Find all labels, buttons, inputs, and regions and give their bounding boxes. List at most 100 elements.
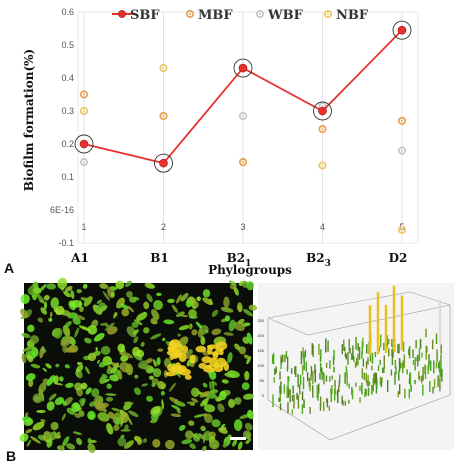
cell-cluster bbox=[150, 406, 161, 416]
legend-item-sbf: SBF bbox=[112, 8, 160, 23]
cell-cluster bbox=[150, 333, 162, 340]
cell-cluster bbox=[75, 314, 86, 320]
cell-cluster bbox=[50, 421, 59, 431]
cell-cluster bbox=[224, 315, 231, 322]
z-tick-label: 0 bbox=[262, 393, 265, 398]
legend-ring-center bbox=[327, 13, 329, 15]
yellow-cell-cluster bbox=[169, 339, 181, 348]
cell-cluster bbox=[202, 289, 211, 298]
cell-cluster bbox=[151, 309, 160, 320]
box-edge bbox=[267, 399, 331, 441]
cell-cluster bbox=[72, 431, 82, 435]
x-category-label: B23 bbox=[306, 251, 331, 269]
highlight-ring bbox=[74, 134, 94, 154]
cell-cluster bbox=[134, 374, 139, 379]
cell-cluster bbox=[106, 423, 114, 435]
y-tick-label: 0.4 bbox=[61, 73, 74, 83]
data-point-wbf bbox=[397, 146, 407, 155]
cell-cluster bbox=[38, 382, 47, 393]
cell-cluster bbox=[128, 410, 139, 418]
cell-cluster bbox=[238, 318, 245, 325]
cell-cluster bbox=[46, 375, 56, 387]
cell-cluster bbox=[115, 280, 125, 290]
cell-cluster bbox=[53, 430, 59, 439]
yellow-cell-cluster bbox=[189, 354, 196, 364]
cell-cluster bbox=[60, 336, 72, 348]
cell-cluster bbox=[48, 317, 53, 322]
cell-cluster bbox=[140, 341, 145, 347]
cell-cluster bbox=[196, 296, 201, 302]
cell-cluster bbox=[237, 441, 243, 450]
cell-cluster bbox=[150, 317, 158, 325]
data-point-nbf bbox=[397, 225, 407, 234]
data-point-center bbox=[242, 114, 244, 117]
cell-cluster bbox=[62, 436, 70, 447]
cell-cluster bbox=[242, 393, 255, 400]
legend-label: NBF bbox=[336, 8, 369, 23]
cell-cluster bbox=[27, 324, 35, 333]
cell-cluster bbox=[64, 286, 73, 292]
cell-cluster bbox=[117, 343, 126, 353]
cell-cluster bbox=[176, 409, 181, 414]
cell-cluster bbox=[37, 317, 44, 323]
cell-cluster bbox=[211, 309, 219, 317]
cell-cluster bbox=[95, 346, 98, 352]
highlight-ring bbox=[313, 101, 332, 121]
yellow-cell-cluster bbox=[184, 374, 192, 380]
cell-cluster bbox=[110, 292, 115, 297]
cell-cluster bbox=[157, 381, 166, 390]
confocal-micrograph bbox=[19, 277, 258, 453]
legend: SBF MBF WBF NBF bbox=[112, 8, 369, 23]
cell-cluster bbox=[74, 413, 81, 419]
cell-cluster bbox=[25, 428, 33, 434]
cell-cluster bbox=[79, 306, 84, 313]
cell-cluster bbox=[38, 283, 47, 293]
cell-cluster bbox=[21, 353, 27, 364]
data-point-wbf bbox=[238, 111, 248, 121]
cell-cluster bbox=[66, 443, 76, 450]
cell-cluster bbox=[100, 323, 106, 326]
cell-cluster bbox=[152, 359, 157, 368]
legend-ring-center bbox=[189, 13, 191, 15]
cell-cluster bbox=[241, 382, 250, 391]
cell-cluster bbox=[188, 420, 195, 426]
cell-cluster bbox=[168, 382, 177, 392]
cell-cluster bbox=[163, 319, 175, 325]
cell-cluster bbox=[109, 361, 120, 368]
cell-cluster bbox=[87, 437, 92, 445]
cell-cluster bbox=[233, 321, 245, 332]
box-edge bbox=[267, 291, 411, 319]
cell-cluster bbox=[124, 440, 134, 449]
cell-cluster bbox=[105, 396, 114, 402]
cell-cluster bbox=[233, 397, 242, 405]
cell-cluster bbox=[157, 348, 164, 352]
cell-cluster bbox=[24, 412, 29, 418]
cell-cluster bbox=[143, 301, 150, 310]
cell-cluster bbox=[188, 309, 197, 318]
data-point-wbf bbox=[79, 158, 89, 167]
cell-cluster bbox=[22, 345, 35, 352]
cell-cluster bbox=[142, 438, 147, 443]
cell-cluster bbox=[167, 298, 175, 304]
cell-cluster bbox=[55, 363, 60, 368]
cell-cluster bbox=[244, 422, 253, 431]
cell-cluster bbox=[57, 277, 68, 290]
highlight-ring bbox=[233, 58, 253, 78]
cell-cluster bbox=[70, 299, 83, 308]
cell-cluster bbox=[21, 332, 31, 339]
yellow-cell-cluster bbox=[169, 353, 174, 361]
z-tick-label: 250 bbox=[257, 318, 264, 323]
cell-cluster bbox=[85, 387, 92, 395]
yellow-cell-cluster bbox=[212, 350, 219, 361]
cell-cluster bbox=[134, 387, 141, 395]
cell-cluster bbox=[224, 372, 236, 378]
cell-cluster bbox=[39, 345, 45, 359]
cell-cluster bbox=[30, 436, 41, 444]
cell-cluster bbox=[55, 305, 65, 315]
data-point-center bbox=[162, 67, 165, 70]
cell-cluster bbox=[120, 303, 129, 310]
cell-cluster bbox=[171, 404, 181, 411]
cell-cluster bbox=[152, 438, 161, 448]
cell-cluster bbox=[161, 398, 164, 410]
cell-cluster bbox=[228, 280, 237, 286]
